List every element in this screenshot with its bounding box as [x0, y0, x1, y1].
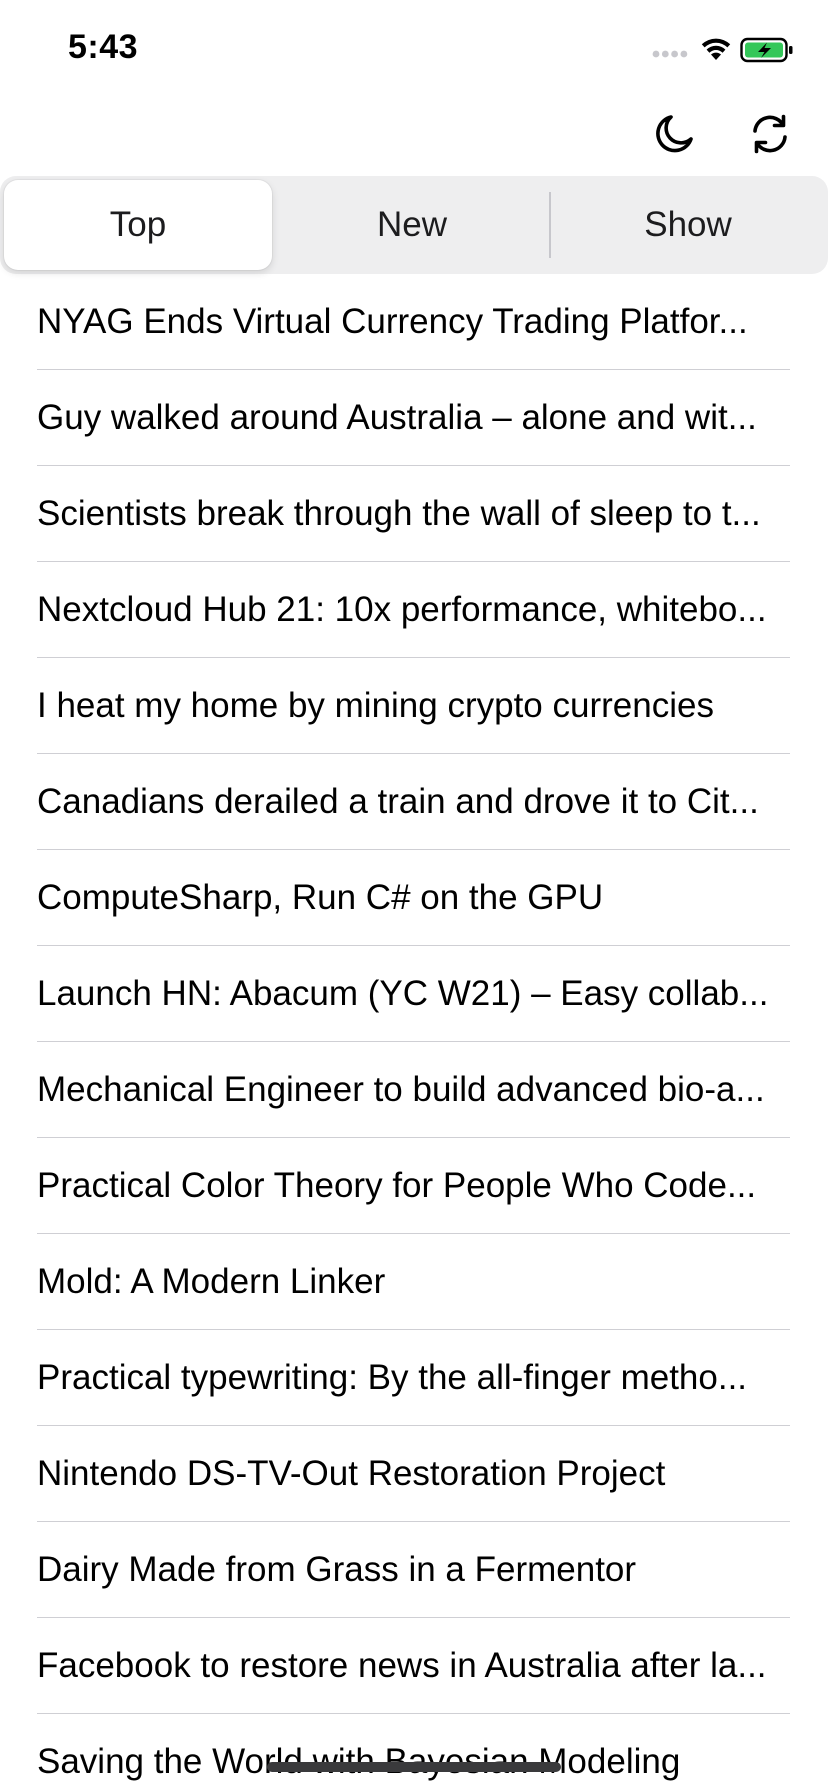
- refresh-icon: [753, 114, 787, 154]
- story-row[interactable]: Practical Color Theory for People Who Co…: [0, 1138, 828, 1234]
- story-row[interactable]: Saving the World with Bayesian Modeling: [0, 1714, 828, 1792]
- story-title: Nextcloud Hub 21: 10x performance, white…: [37, 590, 767, 629]
- story-row[interactable]: Dairy Made from Grass in a Fermentor: [0, 1522, 828, 1618]
- row-separator: [37, 1713, 790, 1714]
- story-row[interactable]: Scientists break through the wall of sle…: [0, 466, 828, 562]
- segment-show-label: Show: [644, 205, 732, 244]
- dark-mode-button[interactable]: [644, 104, 704, 164]
- story-row[interactable]: Mechanical Engineer to build advanced bi…: [0, 1042, 828, 1138]
- story-title: Practical Color Theory for People Who Co…: [37, 1166, 757, 1205]
- story-title: Canadians derailed a train and drove it …: [37, 782, 759, 821]
- story-row[interactable]: ComputeSharp, Run C# on the GPU: [0, 850, 828, 946]
- row-separator: [37, 1137, 790, 1138]
- story-title: NYAG Ends Virtual Currency Trading Platf…: [37, 302, 748, 341]
- story-title: Practical typewriting: By the all-finger…: [37, 1358, 748, 1397]
- segment-divider: [549, 192, 551, 258]
- story-row[interactable]: Practical typewriting: By the all-finger…: [0, 1330, 828, 1426]
- story-row[interactable]: Guy walked around Australia – alone and …: [0, 370, 828, 466]
- nav-toolbar: [0, 96, 828, 172]
- story-title: Saving the World with Bayesian Modeling: [37, 1742, 681, 1781]
- row-separator: [37, 369, 790, 370]
- story-title: Guy walked around Australia – alone and …: [37, 398, 757, 437]
- row-separator: [37, 1233, 790, 1234]
- story-title: Facebook to restore news in Australia af…: [37, 1646, 767, 1685]
- story-row[interactable]: Launch HN: Abacum (YC W21) – Easy collab…: [0, 946, 828, 1042]
- story-row[interactable]: I heat my home by mining crypto currenci…: [0, 658, 828, 754]
- battery-charging-icon: [740, 37, 793, 63]
- status-time: 5:43: [68, 28, 139, 66]
- row-separator: [37, 1425, 790, 1426]
- signal-dots-icon: [652, 50, 688, 58]
- row-separator: [37, 1617, 790, 1618]
- story-title: Launch HN: Abacum (YC W21) – Easy collab…: [37, 974, 769, 1013]
- story-title: Scientists break through the wall of sle…: [37, 494, 761, 533]
- story-title: Nintendo DS-TV-Out Restoration Project: [37, 1454, 666, 1493]
- story-row[interactable]: Facebook to restore news in Australia af…: [0, 1618, 828, 1714]
- row-separator: [37, 849, 790, 850]
- story-title: ComputeSharp, Run C# on the GPU: [37, 878, 604, 917]
- status-bar: 5:43: [0, 0, 828, 96]
- story-title: Dairy Made from Grass in a Fermentor: [37, 1550, 637, 1589]
- story-row[interactable]: Canadians derailed a train and drove it …: [0, 754, 828, 850]
- segment-new-label: New: [376, 205, 448, 244]
- refresh-button[interactable]: [740, 104, 800, 164]
- story-row[interactable]: Nintendo DS-TV-Out Restoration Project: [0, 1426, 828, 1522]
- story-row[interactable]: NYAG Ends Virtual Currency Trading Platf…: [0, 274, 828, 370]
- row-separator: [37, 657, 790, 658]
- wifi-icon: [701, 38, 731, 60]
- moon-icon: [656, 115, 693, 153]
- segment-show[interactable]: Show: [554, 180, 822, 270]
- story-title: I heat my home by mining crypto currenci…: [37, 686, 714, 725]
- story-row[interactable]: Nextcloud Hub 21: 10x performance, white…: [0, 562, 828, 658]
- row-separator: [37, 1521, 790, 1522]
- feed-segmented-control: Top New Show: [0, 176, 828, 274]
- row-separator: [37, 561, 790, 562]
- segment-new[interactable]: New: [278, 180, 546, 270]
- row-separator: [37, 753, 790, 754]
- story-title: Mechanical Engineer to build advanced bi…: [37, 1070, 765, 1109]
- row-separator: [37, 1329, 790, 1330]
- row-separator: [37, 465, 790, 466]
- story-row[interactable]: Mold: A Modern Linker: [0, 1234, 828, 1330]
- story-list: NYAG Ends Virtual Currency Trading Platf…: [0, 274, 828, 1792]
- row-separator: [37, 945, 790, 946]
- story-title: Mold: A Modern Linker: [37, 1262, 386, 1301]
- row-separator: [37, 1041, 790, 1042]
- home-indicator[interactable]: [267, 1762, 561, 1772]
- segment-top[interactable]: Top: [4, 180, 272, 270]
- segment-top-label: Top: [109, 205, 167, 244]
